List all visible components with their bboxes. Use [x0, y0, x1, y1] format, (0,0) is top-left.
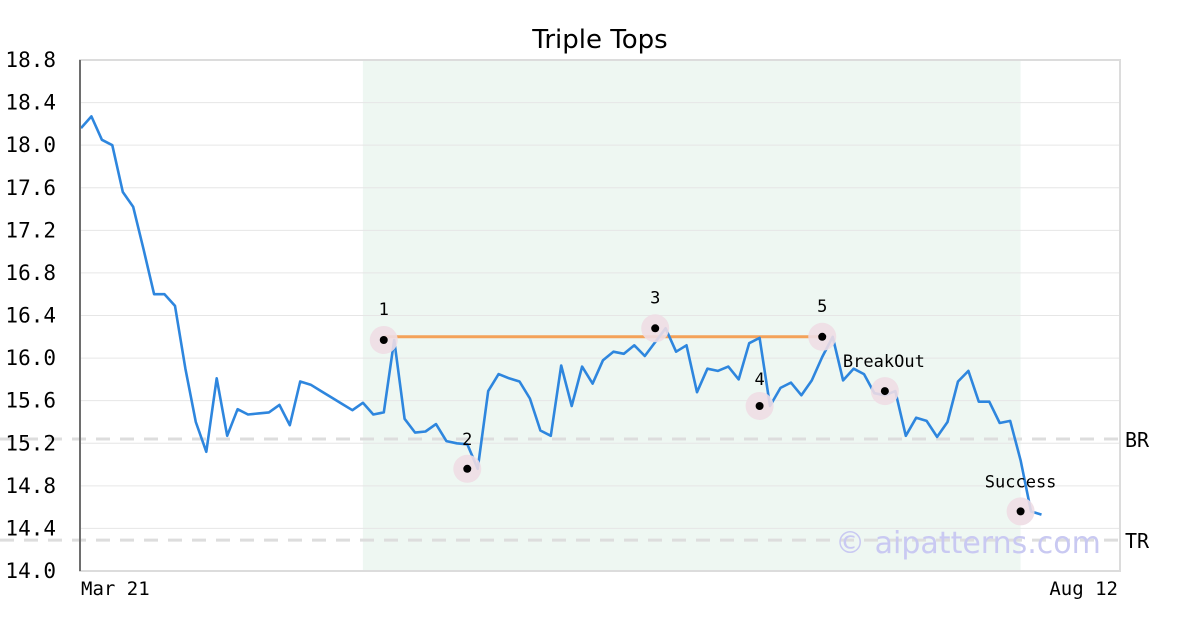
- reference-line-label: TR: [1125, 529, 1150, 553]
- y-tick-label: 18.4: [5, 91, 56, 115]
- pattern-point-dot: [1016, 507, 1025, 516]
- reference-line-label: BR: [1125, 428, 1150, 452]
- y-tick-label: 15.6: [5, 389, 56, 413]
- pattern-point-dot: [755, 401, 764, 410]
- y-tick-label: 16.8: [5, 261, 56, 285]
- pattern-point-dot: [818, 332, 827, 341]
- y-tick-label: 14.0: [5, 559, 56, 583]
- chart-title: Triple Tops: [531, 25, 667, 55]
- watermark: © aipatterns.com: [835, 526, 1101, 561]
- grid-layer: [80, 59, 1120, 572]
- pattern-point-dot: [651, 324, 660, 333]
- y-tick-label: 17.6: [5, 176, 56, 200]
- pattern-point-label: 2: [462, 430, 472, 450]
- pattern-points-layer: 1 2 3 4 5 BreakOut Success: [369, 288, 1057, 526]
- pattern-point-label: 5: [817, 297, 827, 317]
- y-tick-label: 16.4: [5, 304, 56, 328]
- pattern-point-label: Success: [985, 472, 1057, 492]
- pattern-point-dot: [880, 387, 889, 396]
- pattern-point-dot: [379, 335, 388, 344]
- y-tick-label: 14.4: [5, 516, 56, 540]
- y-tick-label: 18.0: [5, 133, 56, 157]
- pattern-point-dot: [463, 464, 472, 473]
- y-tick-label: 14.8: [5, 474, 56, 498]
- y-tick-label: 18.8: [5, 48, 56, 72]
- y-tick-label: 16.0: [5, 346, 56, 370]
- axes-layer: 18.8 18.4 18.0 17.6 17.2 16.8 16.4 16.0 15.6 15.2…: [5, 48, 1121, 583]
- pattern-point-label: 3: [650, 288, 660, 308]
- reference-lines-layer: BR TR: [0, 428, 1150, 553]
- x-start-date-label: Mar 21: [81, 578, 150, 600]
- y-tick-label: 17.2: [5, 218, 56, 242]
- x-end-date-label: Aug 12: [1049, 578, 1118, 600]
- pattern-point-label: 1: [379, 300, 389, 320]
- y-tick-label: 15.2: [5, 431, 56, 455]
- pattern-point-label: BreakOut: [843, 352, 925, 372]
- pattern-point-label: 4: [754, 370, 764, 390]
